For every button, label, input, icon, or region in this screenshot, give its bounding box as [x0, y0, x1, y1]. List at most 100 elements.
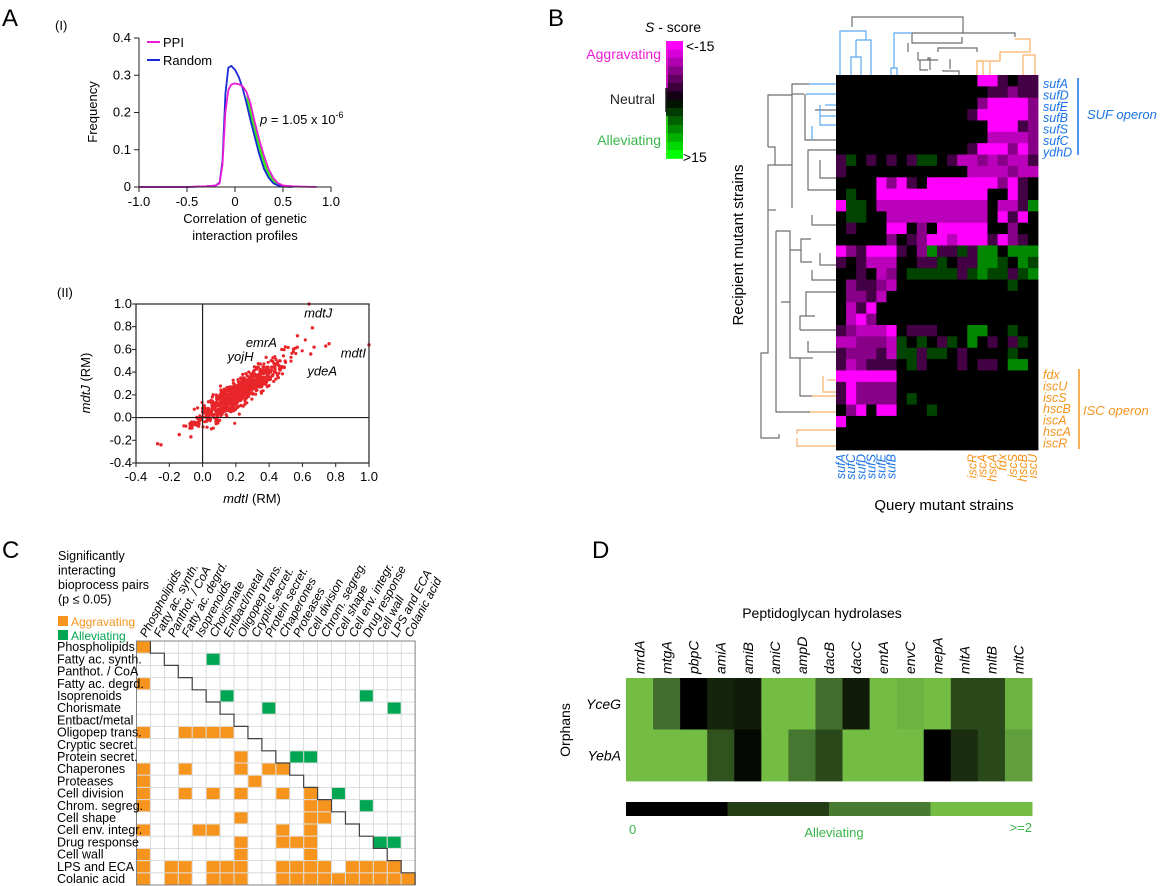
- heatmap-cell: [977, 245, 988, 258]
- heatmap-cell: [866, 154, 877, 167]
- heatmap-cell: [947, 336, 958, 349]
- heatmap-cell: [967, 75, 978, 87]
- heatmap-cell: [846, 86, 857, 99]
- heatmap-cell: [926, 370, 938, 383]
- heatmap-cell: [997, 154, 1009, 167]
- heatmap-cell: [977, 177, 988, 190]
- x-ticks: -0.4 -0.2 0.0 0.2 0.4 0.6 0.8 1.0: [125, 463, 378, 484]
- heatmap-cell: [997, 336, 1009, 349]
- heatmap-cell: [866, 302, 877, 315]
- row-label: Panthot. / CoA: [57, 665, 139, 679]
- aggravating-cell: [373, 873, 387, 885]
- row-dendrogram: [760, 83, 836, 447]
- heatmap-cell: [906, 188, 918, 201]
- heatmap-cell: [926, 131, 938, 144]
- heatmap-cell: [836, 325, 847, 337]
- heatmap-cell: [846, 404, 857, 417]
- heatmap-cell: [896, 222, 908, 235]
- heatmap-cell: [856, 165, 867, 178]
- heatmap-cell: [957, 359, 968, 371]
- data-point: [258, 373, 262, 377]
- heatmap-cell: [977, 404, 988, 417]
- data-point: [215, 411, 219, 415]
- heatmap-cell: [906, 222, 918, 235]
- heatmap-cell: [886, 120, 897, 133]
- heatmap-cell: [836, 109, 847, 121]
- y-tick-label: 0.1: [113, 142, 131, 157]
- heatmap-cell: [866, 109, 877, 121]
- colorbar-step: [626, 802, 728, 816]
- heatmap-cell: [836, 404, 847, 417]
- heatmap-cell: [937, 188, 948, 201]
- heatmap-cell: [916, 177, 928, 190]
- x-axis-gene: mdtI: [223, 491, 249, 506]
- heatmap-cell: [947, 165, 958, 178]
- heatmap-cell: [967, 256, 978, 269]
- heatmap-cell: [937, 290, 948, 303]
- heatmap-cell: [836, 256, 847, 269]
- aggravating-cell: [345, 861, 359, 873]
- heatmap-cell: [836, 86, 847, 99]
- neutral-label: Neutral: [610, 91, 655, 107]
- aggravating-cell: [248, 775, 262, 787]
- heatmap-cell: [866, 325, 877, 337]
- heatmap-cell: [947, 143, 958, 155]
- heatmap-cell: [957, 200, 968, 212]
- data-point: [216, 421, 220, 425]
- diagonal-staircase: [149, 641, 416, 885]
- col-label-iscR: iscR: [965, 454, 979, 478]
- column-label-mltB: mltB: [983, 646, 999, 674]
- heatmap-cell: [896, 279, 908, 292]
- heatmap-cell: [1017, 393, 1029, 405]
- x-ticks: -1.0 -0.5 0 0.5 1.0: [128, 187, 340, 209]
- row-label: Chaperones: [57, 762, 125, 776]
- data-point: [239, 390, 243, 395]
- data-point: [247, 384, 251, 388]
- heatmap-cell: [926, 302, 938, 315]
- alleviating-cell: [387, 702, 401, 714]
- heatmap-cell: [1027, 370, 1039, 383]
- plot-frame: [135, 303, 370, 464]
- data-point: [281, 354, 286, 358]
- data-point: [196, 406, 200, 410]
- heatmap-cell: [1017, 404, 1029, 417]
- heatmap-cell: [926, 75, 938, 87]
- heatmap-cell: [866, 415, 877, 428]
- heatmap-cell: [967, 438, 978, 451]
- heatmap-cell: [906, 393, 918, 405]
- heatmap-cell: [886, 359, 897, 371]
- heatmap-cell: [926, 154, 938, 167]
- heatmap-cell: [987, 245, 998, 258]
- colorbar-step: [666, 49, 683, 58]
- data-point: [182, 424, 186, 428]
- sublabel-i: (I): [55, 18, 67, 33]
- heatmap-cell: [957, 154, 968, 167]
- data-point: [206, 406, 210, 410]
- heatmap-cell: [846, 97, 857, 110]
- heatmap-cell: [987, 120, 998, 133]
- heatmap-cell: [896, 165, 908, 178]
- x-tick-label: -0.5: [176, 194, 198, 209]
- heatmap-cell: [846, 154, 857, 167]
- data-point: [286, 345, 290, 350]
- heatmap-cell: [876, 256, 887, 269]
- colorbar-max-label: >=2: [1010, 820, 1032, 835]
- heatmap-cell: [947, 131, 958, 144]
- heatmap-cell: [916, 404, 928, 417]
- heatmap-cell: [886, 177, 897, 190]
- heatmap-cell: [1017, 211, 1029, 224]
- data-point: [280, 347, 284, 352]
- heatmap-cell: [856, 97, 867, 110]
- data-point: [272, 369, 276, 374]
- row-label: LPS and ECA: [57, 860, 135, 874]
- heatmap-cell: [916, 325, 928, 337]
- row-label-sufC: sufC: [1043, 134, 1070, 148]
- heatmap-cell: [896, 268, 908, 280]
- heatmap-cell: [1007, 325, 1019, 337]
- heatmap-cell: [896, 109, 908, 121]
- row-label: Fatty ac. synth.: [57, 652, 142, 666]
- data-point: [291, 347, 296, 351]
- heatmap-cell: [987, 393, 998, 405]
- heatmap-cell: [957, 302, 968, 315]
- heatmap-cell: [896, 188, 908, 201]
